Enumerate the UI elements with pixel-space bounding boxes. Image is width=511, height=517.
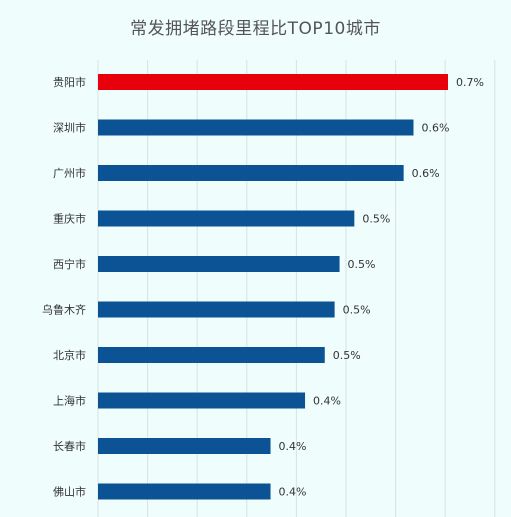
category-label: 深圳市 [53, 121, 86, 135]
category-label: 北京市 [53, 348, 86, 362]
value-label: 0.4% [279, 440, 307, 453]
bar [98, 119, 414, 136]
category-label: 西宁市 [53, 257, 86, 271]
value-label: 0.7% [456, 76, 484, 89]
category-label: 贵阳市 [53, 75, 86, 89]
bar [98, 210, 355, 227]
category-label: 长春市 [53, 439, 86, 453]
category-label: 重庆市 [53, 212, 86, 226]
value-label: 0.5% [348, 258, 376, 271]
value-label: 0.5% [362, 213, 390, 226]
value-label: 0.4% [313, 395, 341, 408]
chart-title: 常发拥堵路段里程比TOP10城市 [130, 19, 381, 39]
value-label: 0.5% [343, 304, 371, 317]
value-label: 0.5% [333, 349, 361, 362]
bar [98, 165, 404, 181]
bar [98, 438, 271, 454]
bar [98, 392, 306, 409]
category-label: 广州市 [53, 166, 86, 180]
bar [98, 301, 335, 318]
bar [98, 347, 325, 363]
category-label: 乌鲁木齐 [42, 303, 86, 317]
category-label: 上海市 [53, 394, 86, 408]
value-label: 0.4% [279, 486, 307, 499]
bar [98, 74, 448, 90]
category-label: 佛山市 [53, 485, 86, 499]
value-label: 0.6% [412, 167, 440, 180]
value-label: 0.6% [421, 122, 449, 135]
bar [98, 256, 340, 272]
bar [98, 483, 271, 500]
